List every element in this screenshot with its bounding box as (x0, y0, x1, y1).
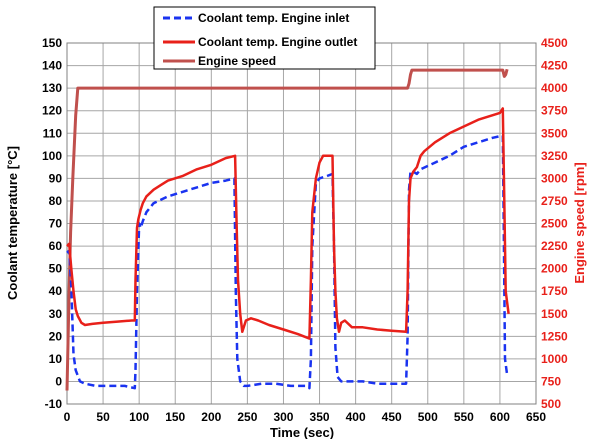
x-tick-label: 0 (64, 410, 71, 424)
series-line-engine-speed (65, 68, 509, 391)
x-tick-label: 200 (201, 410, 221, 424)
legend: Coolant temp. Engine inlet Coolant temp.… (153, 6, 376, 70)
y2-tick-label: 3000 (541, 171, 568, 185)
x-tick-label: 50 (96, 410, 110, 424)
y2-tick-label: 1250 (541, 329, 568, 343)
y-tick-label: 10 (49, 352, 63, 366)
y2-tick-label: 3750 (541, 104, 568, 118)
y-tick-label: 150 (42, 36, 62, 50)
y2-tick-label: 1000 (541, 352, 568, 366)
x-tick-label: 250 (237, 410, 257, 424)
x-tick-label: 350 (310, 410, 330, 424)
y-tick-label: 30 (49, 307, 63, 321)
x-tick-label: 300 (273, 410, 293, 424)
y-tick-label: 70 (49, 217, 63, 231)
y2-tick-label: 750 (541, 374, 561, 388)
y2-tick-label: 2250 (541, 239, 568, 253)
y2-tick-label: 1750 (541, 284, 568, 298)
x-tick-label: 100 (129, 410, 149, 424)
y2-tick-label: 4500 (541, 36, 568, 50)
x-tick-label: 500 (418, 410, 438, 424)
y-tick-label: 120 (42, 104, 62, 118)
x-axis-title: Time (sec) (270, 425, 334, 439)
y2-tick-label: 3250 (541, 149, 568, 163)
series-line-outlet (66, 107, 510, 340)
legend-label-inlet: Coolant temp. Engine inlet (198, 11, 349, 25)
y-tick-label: 100 (42, 149, 62, 163)
y2-axis-title: Engine speed [rpm] (572, 162, 587, 283)
y2-tick-label: 2000 (541, 262, 568, 276)
y-tick-label: 130 (42, 81, 62, 95)
x-tick-label: 450 (382, 410, 402, 424)
y-tick-label: 50 (49, 262, 63, 276)
x-tick-label: 550 (454, 410, 474, 424)
left-axis-ticks: -10 0 10 20 30 40 50 60 70 80 90 100 110 120 130 140 150 (42, 36, 62, 411)
x-tick-label: 150 (165, 410, 185, 424)
y-tick-label: 140 (42, 59, 62, 73)
y-tick-label: 60 (49, 239, 63, 253)
y-tick-label: -10 (45, 397, 63, 411)
y2-tick-label: 4000 (541, 81, 568, 95)
legend-label-speed: Engine speed (198, 54, 276, 68)
y2-tick-label: 2750 (541, 194, 568, 208)
y2-tick-label: 500 (541, 397, 561, 411)
y-tick-label: 110 (43, 126, 63, 140)
right-axis-ticks: 500 750 1000 1250 1500 1750 2000 2250 2500 2750 30… (541, 36, 568, 411)
y2-tick-label: 1500 (541, 307, 568, 321)
y-tick-label: 20 (49, 329, 63, 343)
y-tick-label: 40 (49, 284, 63, 298)
y-axis-title: Coolant temperature [°C] (5, 146, 20, 300)
x-tick-label: 650 (526, 410, 546, 424)
y2-tick-label: 2500 (541, 217, 568, 231)
legend-label-outlet: Coolant temp. Engine outlet (198, 35, 357, 49)
x-axis-ticks: 0 50 100 150 200 250 300 350 400 450 500 550 600 650 (64, 410, 547, 424)
y-tick-label: 90 (49, 171, 63, 185)
series-line-inlet (66, 134, 509, 390)
x-tick-label: 600 (490, 410, 510, 424)
y-tick-label: 80 (49, 194, 63, 208)
y2-tick-label: 3500 (541, 126, 568, 140)
series-lines (65, 68, 510, 391)
y2-tick-label: 4250 (541, 59, 568, 73)
y-tick-label: 0 (55, 374, 62, 388)
x-tick-label: 400 (346, 410, 366, 424)
